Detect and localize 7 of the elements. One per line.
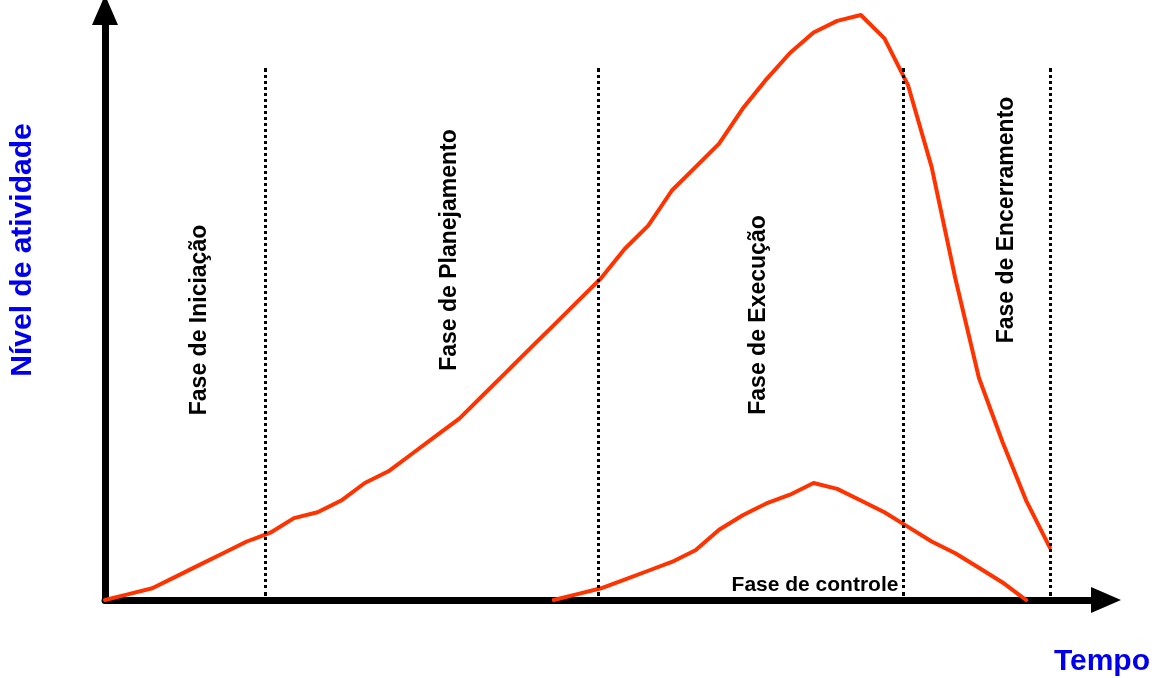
- annotation: Fase de controle: [731, 571, 899, 595]
- annotation: Fase de Execução: [744, 215, 770, 415]
- annotation: Fase de Encerramento: [992, 96, 1018, 344]
- y-axis-title: Nível de atividade: [3, 123, 37, 377]
- annotation: Fase de Planejamento: [435, 129, 461, 371]
- x-axis-title: Tempo: [1053, 642, 1150, 676]
- annotation: Fase de Iniciação: [185, 224, 211, 416]
